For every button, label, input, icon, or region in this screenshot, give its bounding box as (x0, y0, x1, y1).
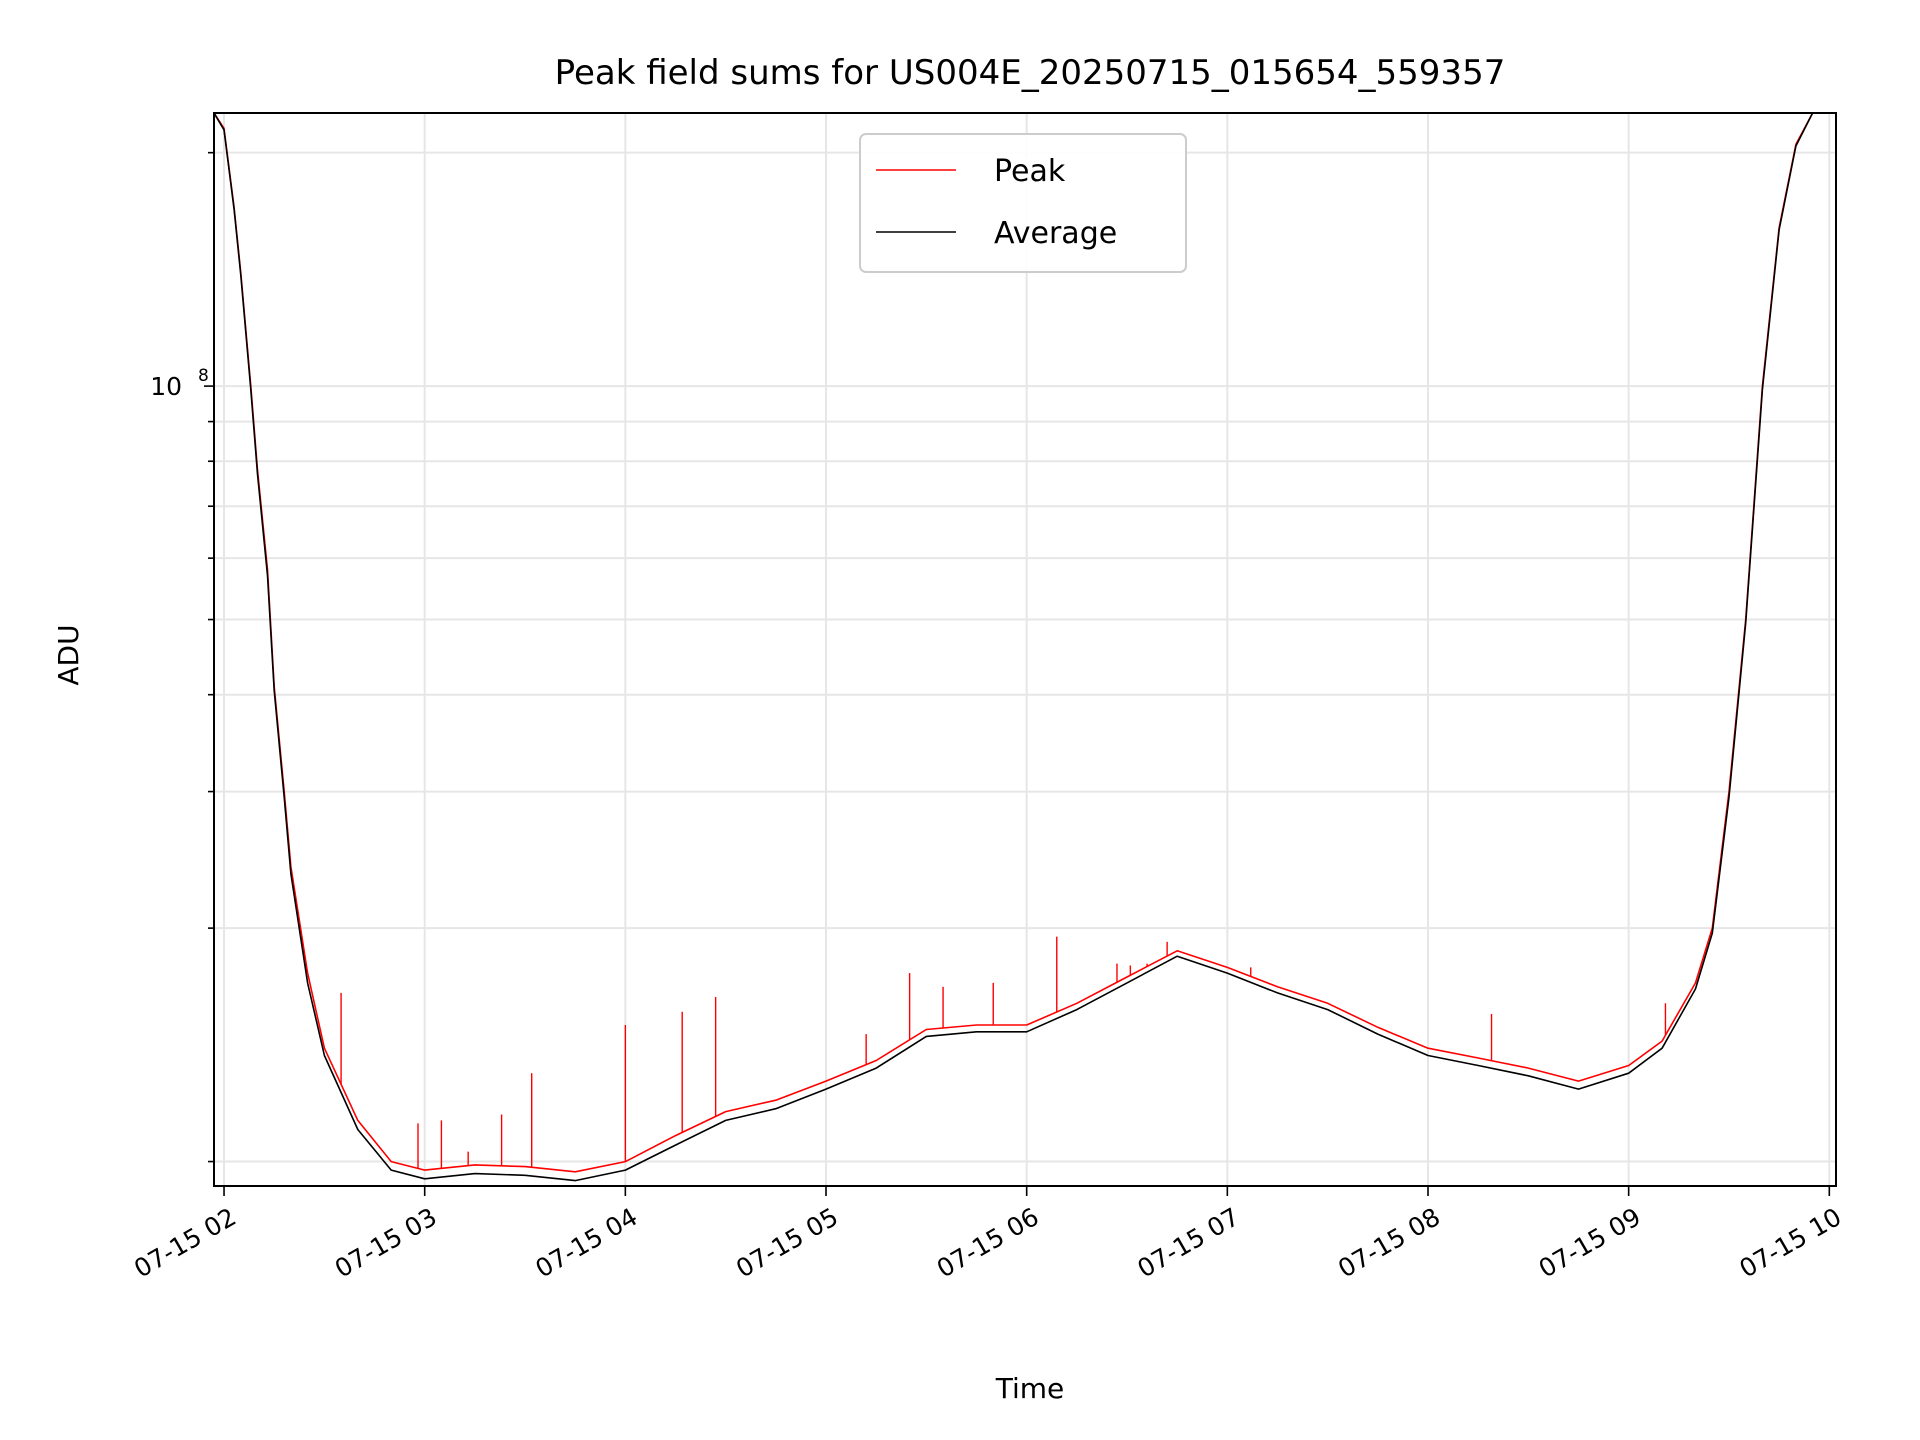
y-tick-label-exponent: 8 (198, 366, 209, 386)
y-tick-label: 10 (150, 372, 182, 401)
x-axis-label: Time (995, 1372, 1065, 1405)
legend: Peak Average (859, 133, 1187, 273)
legend-label-peak: Peak (994, 154, 1066, 189)
axes-frame (213, 112, 1837, 1187)
series-line-average (214, 113, 1830, 1182)
plot-area (214, 113, 1830, 1182)
legend-box (859, 133, 1187, 273)
y-axis: 10 8 (150, 151, 214, 1163)
y-axis-label: ADU (52, 624, 85, 685)
grid (214, 113, 1836, 1186)
legend-label-average: Average (994, 216, 1117, 251)
chart-title: Peak field sums for US004E_20250715_0156… (555, 53, 1506, 93)
